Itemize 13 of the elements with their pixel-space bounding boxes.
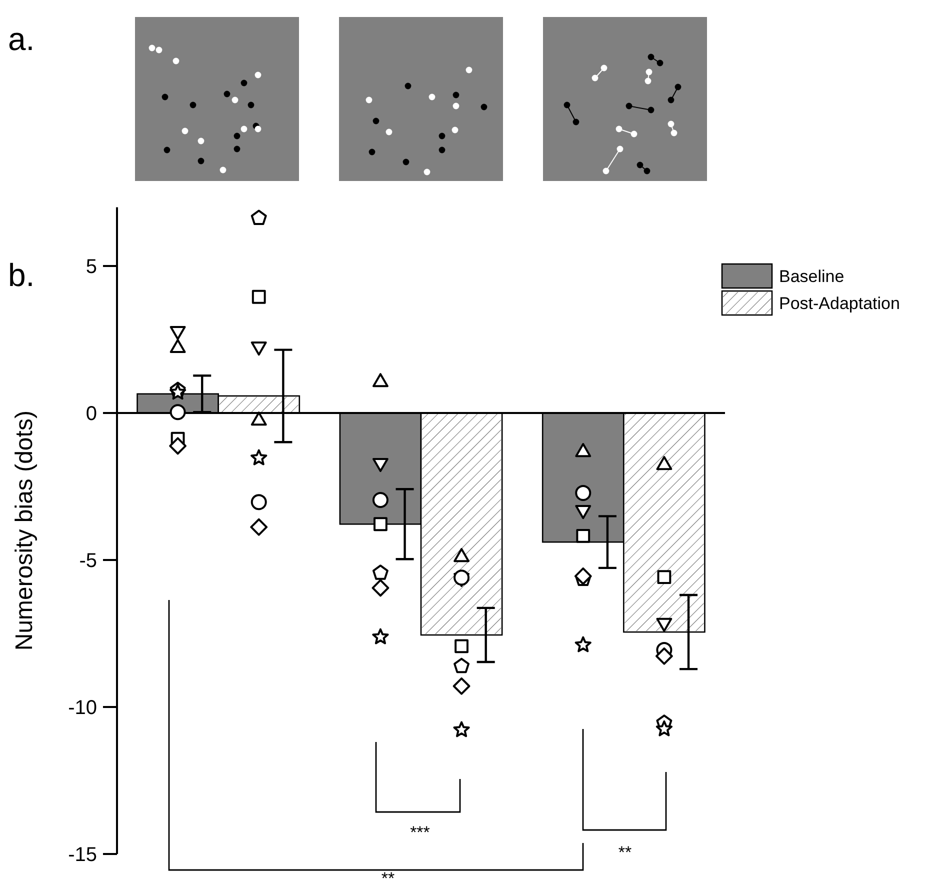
y-tick-label: -10 (68, 697, 97, 719)
legend-label: Baseline (779, 266, 844, 286)
y-axis-title: Numerosity bias (dots) (11, 410, 38, 651)
text: ** (381, 869, 395, 884)
annotation: ** (618, 843, 632, 862)
legend-label: Post-Adaptation (779, 294, 900, 313)
text: b. (8, 257, 35, 293)
y-tick-label: -5 (79, 550, 97, 572)
y-tick-label: 5 (86, 256, 97, 278)
y-tick-label: -15 (68, 844, 97, 866)
annotation: *** (410, 823, 430, 842)
text: a. (8, 21, 35, 57)
y-tick-label: 0 (86, 403, 97, 425)
